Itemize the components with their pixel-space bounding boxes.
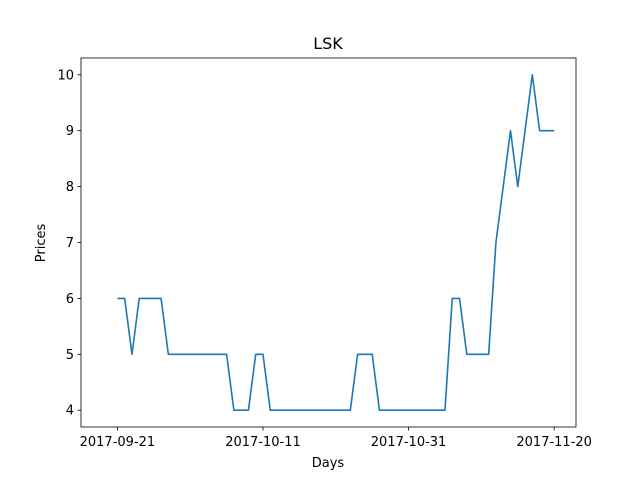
chart-title: LSK xyxy=(313,34,343,53)
y-tick-label: 4 xyxy=(66,404,74,419)
y-tick-label: 10 xyxy=(57,68,74,83)
series-line-0 xyxy=(117,73,555,412)
x-tick-label: 2017-11-20 xyxy=(516,435,592,450)
y-tick-label: 8 xyxy=(66,180,74,195)
y-axis-label: Prices xyxy=(34,224,49,263)
y-tick-label: 5 xyxy=(66,348,74,363)
x-tick-label: 2017-10-31 xyxy=(371,435,447,450)
y-tick-label: 6 xyxy=(66,292,74,307)
y-tick-label: 9 xyxy=(66,124,74,139)
x-axis-label: Days xyxy=(312,456,345,471)
y-tick-label: 7 xyxy=(66,236,74,251)
x-tick-label: 2017-10-11 xyxy=(225,435,301,450)
x-tick-label: 2017-09-21 xyxy=(80,435,156,450)
plot-area: 4 5 6 7 8 9 10 2017-09-21 2017-10-11 2017-10-31 20… xyxy=(57,57,592,450)
